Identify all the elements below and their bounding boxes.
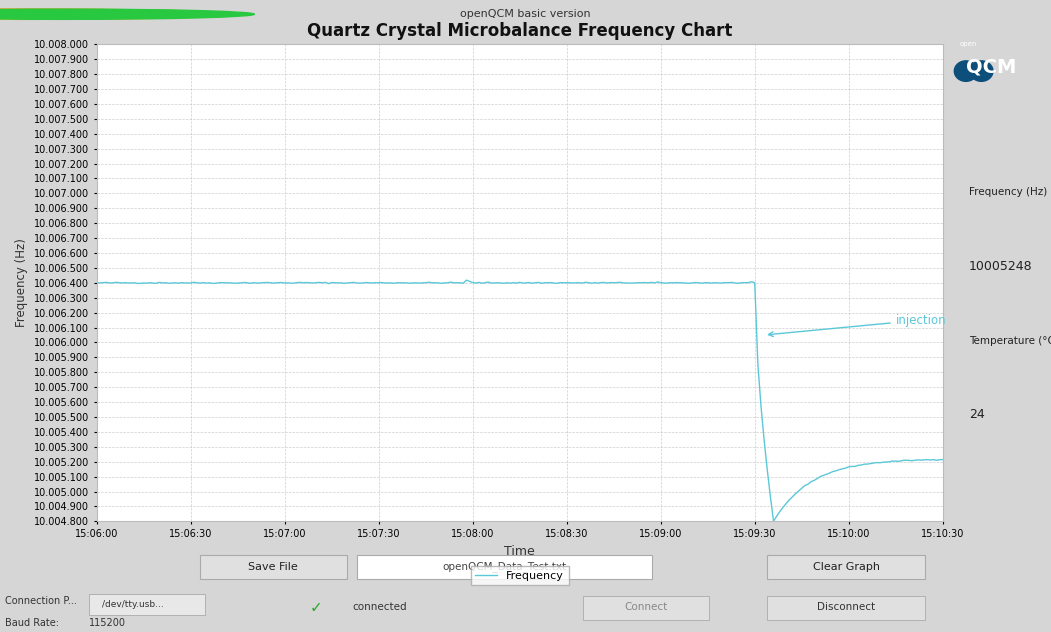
- Text: Baud Rate:: Baud Rate:: [5, 617, 59, 628]
- Bar: [200, 555, 347, 580]
- Text: Temperature (°C): Temperature (°C): [969, 336, 1051, 346]
- Circle shape: [0, 9, 233, 20]
- Frequency: [767, 518, 780, 525]
- Frequency: [639, 279, 652, 286]
- Text: 10005248: 10005248: [969, 260, 1032, 273]
- Text: /dev/tty.usb...: /dev/tty.usb...: [102, 600, 163, 609]
- Text: injection: injection: [768, 313, 946, 336]
- Text: 24: 24: [969, 408, 985, 421]
- Circle shape: [954, 61, 977, 82]
- Text: openQCM basic version: openQCM basic version: [460, 9, 591, 19]
- Frequency: [90, 279, 103, 286]
- Frequency: [372, 279, 385, 286]
- Text: Save File: Save File: [248, 561, 298, 571]
- Bar: [300, 597, 363, 620]
- Bar: [357, 555, 652, 580]
- Text: ✓: ✓: [310, 600, 323, 615]
- Frequency: [867, 459, 880, 467]
- Text: Disconnect: Disconnect: [817, 602, 875, 612]
- Text: Connection P...: Connection P...: [5, 596, 77, 606]
- Bar: [767, 555, 925, 580]
- Circle shape: [0, 9, 212, 20]
- Text: Connect: Connect: [624, 602, 668, 612]
- Text: openQCM_Data_Test.txt: openQCM_Data_Test.txt: [442, 561, 566, 572]
- Bar: [767, 597, 925, 620]
- Circle shape: [970, 61, 993, 82]
- Text: Frequency (Hz): Frequency (Hz): [969, 187, 1047, 197]
- Bar: [583, 597, 709, 620]
- Frequency: [667, 279, 680, 287]
- Legend: Frequency: Frequency: [471, 566, 569, 585]
- Frequency: [460, 276, 473, 284]
- Text: connected: connected: [352, 602, 407, 612]
- Y-axis label: Frequency (Hz): Frequency (Hz): [16, 238, 28, 327]
- X-axis label: Time: Time: [504, 545, 535, 557]
- Line: Frequency: Frequency: [97, 280, 943, 521]
- Frequency: [936, 456, 949, 463]
- Text: open: open: [960, 41, 976, 47]
- Frequency: [692, 279, 704, 286]
- Title: Quartz Crystal Microbalance Frequency Chart: Quartz Crystal Microbalance Frequency Ch…: [307, 22, 733, 40]
- Frequency: [873, 459, 886, 466]
- Text: Clear Graph: Clear Graph: [812, 561, 880, 571]
- Text: 115200: 115200: [89, 617, 126, 628]
- Bar: [89, 594, 205, 616]
- Text: QCM: QCM: [966, 58, 1016, 76]
- Circle shape: [0, 9, 254, 20]
